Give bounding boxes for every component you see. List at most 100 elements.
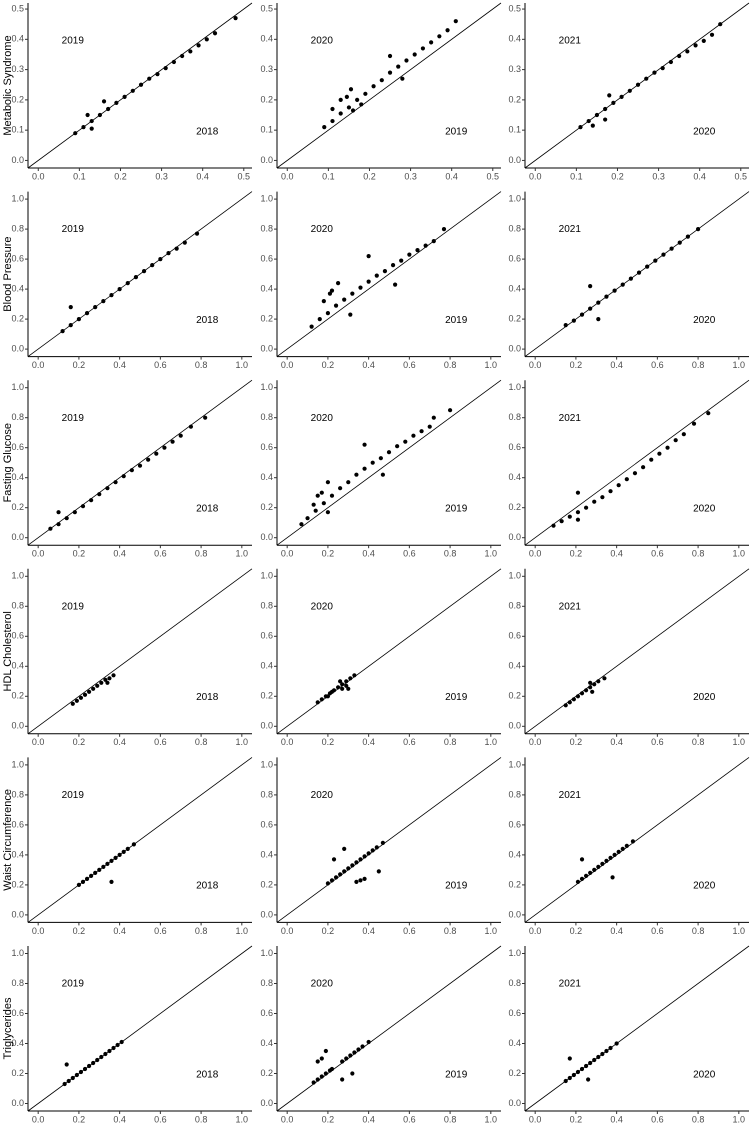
point [346, 480, 351, 485]
point [360, 1044, 365, 1049]
point [627, 88, 632, 93]
x-year-label: 2019 [445, 692, 468, 703]
x-tick-label: 0.6 [403, 737, 416, 747]
x-tick-label: 0.2 [73, 737, 86, 747]
y-tick-label: 1.0 [508, 571, 521, 581]
point [101, 864, 106, 870]
y-tick-label: 0.0 [508, 1098, 521, 1108]
point [111, 673, 116, 678]
y-tick-label: 1.0 [260, 571, 273, 581]
y-tick-label: 0.0 [508, 532, 521, 542]
panel: 0.0 0.1 0.2 0.3 0.4 0.5 0.0 0.1 0.2 0.3 0.4 0.5 2020… [260, 2, 502, 181]
y-tick-label: 0.5 [11, 3, 24, 13]
y-tick-label: 0.0 [260, 721, 273, 731]
point [701, 38, 706, 43]
point [362, 442, 367, 447]
point [657, 451, 662, 456]
panel: 0.0 0.2 0.4 0.6 0.8 1.0 0.0 0.2 0.4 0.6 0.8 1.0 2020… [260, 757, 502, 936]
y-tick-label: 0.8 [11, 789, 24, 799]
x-year-label: 2020 [693, 504, 716, 515]
reference-line [27, 191, 253, 357]
point [632, 471, 638, 476]
panel: 0.0 0.2 0.4 0.6 0.8 1.0 0.0 0.2 0.4 0.6 0.8 1.0 2019… [2, 379, 253, 559]
point [354, 860, 359, 865]
x-tick-label: 0.2 [322, 360, 335, 370]
point [321, 299, 326, 304]
y-year-label: 2019 [62, 36, 85, 47]
point [114, 100, 119, 106]
point [427, 424, 432, 429]
panel: 0.0 0.1 0.2 0.3 0.4 0.5 0.0 0.1 0.2 0.3 0.4 0.5 2019… [2, 2, 253, 181]
reference-line [524, 945, 750, 1112]
point [567, 514, 572, 519]
measure-label: Waist Circumference [2, 789, 14, 891]
point [322, 125, 327, 130]
point [344, 679, 349, 684]
x-year-label: 2018 [196, 692, 219, 703]
y-tick-label: 0.0 [508, 343, 521, 353]
y-tick-label: 1.0 [260, 948, 273, 958]
x-tick-label: 0.4 [113, 926, 126, 936]
y-tick-label: 0.0 [508, 155, 521, 165]
x-tick-label: 0.6 [154, 1114, 167, 1124]
point [109, 858, 114, 864]
x-year-label: 2020 [693, 1069, 716, 1080]
point [366, 851, 371, 856]
point [596, 1054, 601, 1060]
x-tick-label: 0.8 [195, 1114, 208, 1124]
point [178, 433, 183, 438]
y-year-label: 2019 [62, 790, 85, 801]
x-tick-label: 0.8 [195, 360, 208, 370]
x-tick-label: 0.4 [362, 737, 375, 747]
x-tick-label: 1.0 [485, 360, 498, 370]
point [579, 691, 585, 696]
point [386, 450, 392, 455]
x-tick-label: 1.0 [733, 360, 746, 370]
measure-label: Triglycerides [2, 997, 14, 1059]
x-year-label: 2020 [693, 315, 716, 326]
x-tick-label: 0.2 [73, 360, 86, 370]
x-tick-label: 0.2 [322, 549, 335, 559]
y-tick-label: 0.0 [260, 1098, 273, 1108]
point [681, 432, 686, 437]
y-tick-label: 0.8 [11, 412, 24, 422]
x-tick-label: 0.1 [73, 171, 86, 181]
x-tick-label: 0.6 [403, 360, 416, 370]
y-tick-label: 0.4 [260, 34, 273, 44]
x-tick-label: 0.6 [403, 549, 416, 559]
y-tick-label: 0.2 [508, 879, 521, 889]
point [354, 472, 359, 477]
point [563, 1078, 568, 1084]
x-tick-label: 0.8 [195, 926, 208, 936]
y-tick-label: 1.0 [260, 382, 273, 392]
point [567, 700, 572, 705]
y-tick-label: 0.8 [508, 601, 521, 611]
point [109, 879, 114, 885]
y-tick-label: 1.0 [11, 382, 24, 392]
point [575, 1069, 581, 1075]
x-tick-label: 0.2 [73, 1114, 86, 1124]
point [620, 846, 625, 852]
point [630, 839, 636, 844]
point [89, 873, 94, 879]
x-tick-label: 0.6 [154, 549, 167, 559]
point [171, 59, 177, 65]
reference-line [276, 191, 502, 357]
point [411, 433, 416, 438]
y-tick-label: 0.4 [260, 472, 273, 482]
point [340, 1059, 345, 1064]
x-year-label: 2018 [196, 126, 219, 137]
point [330, 106, 335, 112]
point [122, 94, 127, 99]
point [203, 415, 208, 420]
point [335, 281, 341, 286]
point [592, 682, 597, 687]
x-tick-label: 0.2 [570, 926, 583, 936]
x-tick-label: 0.3 [652, 171, 665, 181]
point [607, 93, 612, 98]
point [344, 94, 349, 99]
point [390, 263, 396, 268]
x-tick-label: 0.2 [114, 171, 127, 181]
point [74, 1072, 79, 1078]
x-tick-label: 0.6 [403, 926, 416, 936]
